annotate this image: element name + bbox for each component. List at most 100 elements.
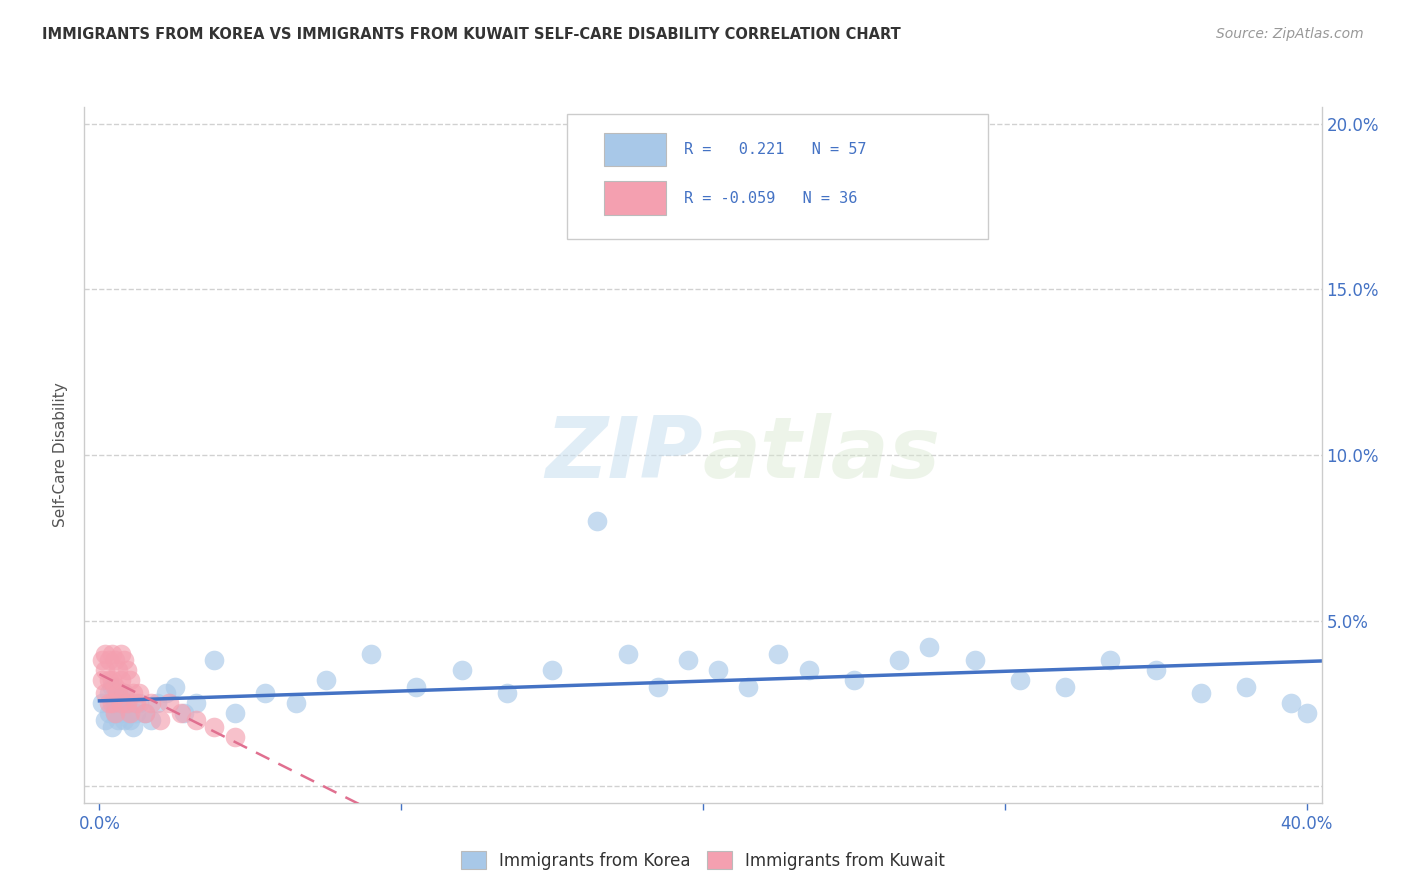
Point (97, 697, 120, 711)
Point (94, 647, 117, 661)
Point (103, 706, 125, 721)
Point (103, 697, 125, 711)
Point (647, 680, 669, 694)
Point (110, 697, 132, 711)
Point (100, 697, 122, 711)
Point (1144, 663, 1167, 677)
Point (450, 663, 472, 677)
Point (124, 697, 146, 711)
Point (115, 663, 138, 677)
Point (107, 686, 129, 700)
Point (100, 647, 122, 661)
FancyBboxPatch shape (605, 133, 666, 166)
Point (110, 706, 132, 721)
Point (97, 673, 120, 688)
Point (1099, 653, 1122, 667)
Point (707, 663, 730, 677)
Point (103, 706, 125, 721)
Point (115, 706, 138, 721)
Point (97, 653, 120, 667)
Point (889, 653, 911, 667)
Point (224, 706, 246, 721)
FancyBboxPatch shape (567, 114, 987, 239)
Point (118, 713, 141, 727)
Point (94, 686, 117, 700)
Point (768, 647, 790, 661)
Point (100, 680, 122, 694)
Point (118, 706, 141, 721)
Point (1008, 673, 1031, 688)
Point (173, 706, 195, 721)
Point (676, 653, 699, 667)
Point (107, 713, 129, 727)
Point (118, 673, 141, 688)
Point (112, 686, 135, 700)
Point (170, 706, 193, 721)
Point (202, 653, 225, 667)
Point (254, 686, 277, 700)
Point (149, 713, 172, 727)
Point (97, 686, 120, 700)
Point (103, 680, 125, 694)
Point (94, 713, 117, 727)
Text: Source: ZipAtlas.com: Source: ZipAtlas.com (1216, 27, 1364, 41)
Point (1054, 680, 1077, 694)
FancyBboxPatch shape (605, 181, 666, 215)
Point (128, 686, 150, 700)
Point (115, 697, 138, 711)
Point (224, 730, 246, 744)
Point (91, 673, 114, 688)
Text: R = -0.059   N = 36: R = -0.059 N = 36 (685, 191, 858, 206)
Point (155, 686, 177, 700)
Point (115, 697, 138, 711)
Point (495, 686, 517, 700)
Point (124, 706, 146, 721)
Point (134, 706, 156, 721)
Point (91, 697, 114, 711)
Point (918, 640, 941, 654)
Point (110, 647, 132, 661)
Point (146, 697, 169, 711)
Point (110, 673, 132, 688)
Point (616, 647, 638, 661)
Text: ZIP: ZIP (546, 413, 703, 497)
Point (107, 663, 129, 677)
Point (184, 697, 207, 711)
Point (1189, 686, 1212, 700)
Point (103, 653, 125, 667)
Point (202, 720, 225, 734)
Point (112, 686, 135, 700)
Point (134, 706, 156, 721)
Point (94, 663, 117, 677)
Text: IMMIGRANTS FROM KOREA VS IMMIGRANTS FROM KUWAIT SELF-CARE DISABILITY CORRELATION: IMMIGRANTS FROM KOREA VS IMMIGRANTS FROM… (42, 27, 901, 42)
Point (586, 514, 609, 528)
Point (110, 697, 132, 711)
Point (163, 680, 186, 694)
Point (184, 713, 207, 727)
Point (360, 647, 382, 661)
Point (797, 663, 820, 677)
Point (112, 653, 135, 667)
Point (315, 673, 337, 688)
Point (963, 653, 986, 667)
Y-axis label: Self-Care Disability: Self-Care Disability (53, 383, 69, 527)
Point (284, 697, 307, 711)
Point (107, 686, 129, 700)
Point (112, 713, 135, 727)
Point (121, 720, 143, 734)
Point (541, 663, 564, 677)
Point (405, 680, 427, 694)
Point (121, 686, 143, 700)
Legend: Immigrants from Korea, Immigrants from Kuwait: Immigrants from Korea, Immigrants from K… (453, 843, 953, 878)
Text: atlas: atlas (703, 413, 941, 497)
Point (100, 720, 122, 734)
Point (128, 697, 150, 711)
Point (97, 706, 120, 721)
Text: R =   0.221   N = 57: R = 0.221 N = 57 (685, 142, 868, 157)
Point (139, 697, 162, 711)
Point (1281, 697, 1303, 711)
Point (157, 697, 180, 711)
Point (100, 673, 122, 688)
Point (91, 653, 114, 667)
Point (842, 673, 865, 688)
